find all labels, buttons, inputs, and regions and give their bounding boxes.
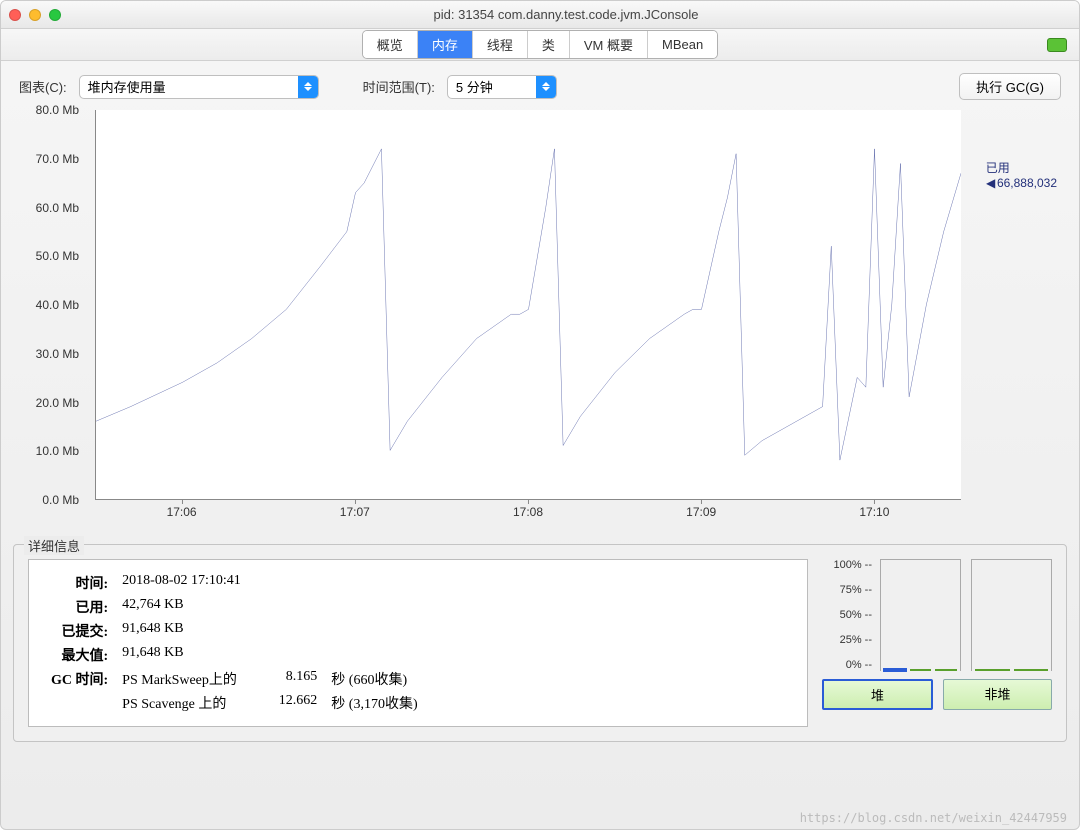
controls-row: 图表(C): 堆内存使用量 时间范围(T): 5 分钟 执行 GC(G) <box>19 73 1061 100</box>
heap-toggle-button[interactable]: 堆 <box>822 679 933 710</box>
dropdown-arrows-icon <box>536 76 556 98</box>
chart-select-label: 图表(C): <box>19 77 67 96</box>
y-tick: 40.0 Mb <box>36 298 79 312</box>
y-tick: 10.0 Mb <box>36 444 79 458</box>
tab-4[interactable]: VM 概要 <box>570 31 648 58</box>
percent-axis: 100% -- 75% -- 50% -- 25% -- 0% -- <box>822 559 872 671</box>
heap-bar-group <box>880 559 961 671</box>
jconsole-window: pid: 31354 com.danny.test.code.jvm.JCons… <box>0 0 1080 830</box>
pct-label: 75% -- <box>822 584 872 596</box>
x-tick: 17:06 <box>167 505 197 519</box>
chart-select[interactable]: 堆内存使用量 <box>79 75 319 99</box>
plot-area <box>95 110 961 500</box>
nonheap-bar-group <box>971 559 1052 671</box>
y-tick: 80.0 Mb <box>36 103 79 117</box>
marker-arrow-icon: ▶ <box>986 176 995 190</box>
x-tick: 17:10 <box>859 505 889 519</box>
memory-pool-bar[interactable] <box>884 669 906 671</box>
x-tick: 17:09 <box>686 505 716 519</box>
close-icon[interactable] <box>9 9 21 21</box>
tab-3[interactable]: 类 <box>528 31 570 58</box>
tab-5[interactable]: MBean <box>648 31 717 58</box>
y-tick: 50.0 Mb <box>36 249 79 263</box>
memory-pool-bar[interactable] <box>975 669 1010 671</box>
marker-value: 66,888,032 <box>997 176 1057 190</box>
x-axis: 17:06 17:07 17:08 17:09 17:10 <box>95 505 961 525</box>
range-select-label: 时间范围(T): <box>363 77 435 96</box>
chart-svg <box>96 110 961 499</box>
y-tick: 30.0 Mb <box>36 347 79 361</box>
connection-status-icon <box>1047 38 1067 52</box>
zoom-icon[interactable] <box>49 9 61 21</box>
x-tick: 17:07 <box>340 505 370 519</box>
dropdown-arrows-icon <box>298 76 318 98</box>
pct-label: 0% -- <box>822 659 872 671</box>
pct-label: 25% -- <box>822 634 872 646</box>
y-axis: 0.0 Mb10.0 Mb20.0 Mb30.0 Mb40.0 Mb50.0 M… <box>25 110 85 500</box>
details-legend: 详细信息 <box>24 536 84 555</box>
x-tick: 17:08 <box>513 505 543 519</box>
tab-2[interactable]: 线程 <box>473 31 528 58</box>
pct-label: 100% -- <box>822 559 872 571</box>
tab-1[interactable]: 内存 <box>418 31 473 58</box>
minimize-icon[interactable] <box>29 9 41 21</box>
tabs-row: 概览内存线程类VM 概要MBean <box>1 29 1079 61</box>
traffic-lights <box>9 9 61 21</box>
chart-select-value: 堆内存使用量 <box>88 77 174 96</box>
window-title: pid: 31354 com.danny.test.code.jvm.JCons… <box>61 7 1071 22</box>
timerange-select[interactable]: 5 分钟 <box>447 75 557 99</box>
memory-pools-panel: 100% -- 75% -- 50% -- 25% -- 0% -- 堆 非堆 <box>822 559 1052 727</box>
watermark: https://blog.csdn.net/weixin_42447959 <box>800 811 1067 825</box>
current-value-marker: 已用 ▶66,888,032 <box>986 159 1057 190</box>
y-tick: 70.0 Mb <box>36 152 79 166</box>
memory-pool-bar[interactable] <box>1014 669 1049 671</box>
pct-label: 50% -- <box>822 609 872 621</box>
details-fieldset: 详细信息 时间:2018-08-02 17:10:41已用:42,764 KB已… <box>13 544 1067 742</box>
timerange-value: 5 分钟 <box>456 77 501 96</box>
y-tick: 60.0 Mb <box>36 201 79 215</box>
memory-chart: 0.0 Mb 10.0 Mb 20.0 Mb 30.0 Mb 40.0 Mb 50.0 M… <box>25 110 1061 530</box>
tab-segment: 概览内存线程类VM 概要MBean <box>362 30 718 59</box>
content-area: 图表(C): 堆内存使用量 时间范围(T): 5 分钟 执行 GC(G) 0.0… <box>1 61 1079 530</box>
nonheap-toggle-button[interactable]: 非堆 <box>943 679 1052 710</box>
y-tick: 20.0 Mb <box>36 396 79 410</box>
memory-pool-bar[interactable] <box>935 669 957 671</box>
memory-pool-bar[interactable] <box>910 669 932 671</box>
titlebar: pid: 31354 com.danny.test.code.jvm.JCons… <box>1 1 1079 29</box>
details-box: 时间:2018-08-02 17:10:41已用:42,764 KB已提交:91… <box>28 559 808 727</box>
details-table: 时间:2018-08-02 17:10:41已用:42,764 KB已提交:91… <box>43 570 426 716</box>
tab-0[interactable]: 概览 <box>363 31 418 58</box>
y-tick: 0.0 Mb <box>42 493 79 507</box>
marker-label: 已用 <box>986 161 1010 175</box>
perform-gc-button[interactable]: 执行 GC(G) <box>959 73 1061 100</box>
